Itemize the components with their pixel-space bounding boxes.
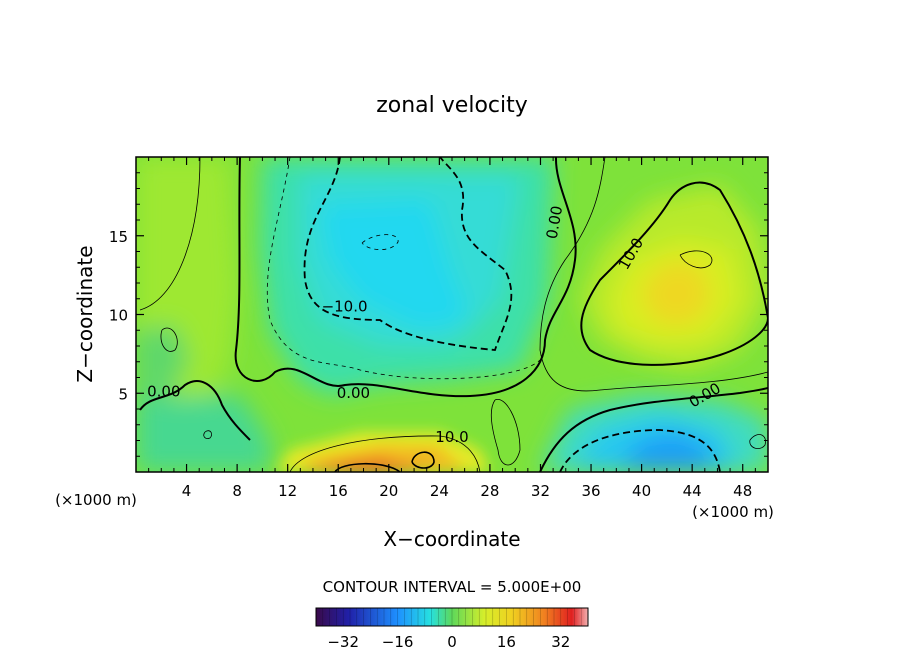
colorbar-tick-label: −16 [382,633,414,651]
x-tick-label: 36 [581,482,600,500]
contour-label: −10.0 [322,297,368,315]
chart-title: zonal velocity [376,93,528,118]
x-tick-label: 4 [182,482,192,500]
x-tick-label: 20 [379,482,398,500]
contour-interval-label: CONTOUR INTERVAL = 5.000E+00 [323,578,582,596]
x-tick-label: 32 [531,482,550,500]
contour-label: 10.0 [435,428,468,446]
x-tick-label: 44 [683,482,702,500]
contour-label: 0.00 [337,384,370,402]
x-tick-label: 48 [733,482,752,500]
x-unit-left: (×1000 m) [55,491,137,509]
contour-label: 0.00 [147,382,180,400]
y-tick-label: 10 [109,307,128,325]
colorbar-tick-label: 0 [447,633,457,651]
x-tick-label: 24 [430,482,449,500]
x-axis-label: X−coordinate [383,527,520,551]
x-tick-label: 12 [278,482,297,500]
y-tick-label: 5 [118,385,128,403]
x-tick-label: 40 [632,482,651,500]
colorbar-tick-label: 16 [497,633,516,651]
colorbar-tick-label: −32 [327,633,359,651]
x-unit-right: (×1000 m) [692,503,774,521]
x-tick-label: 28 [480,482,499,500]
x-tick-label: 16 [329,482,348,500]
plot-area [136,157,768,472]
x-tick-label: 8 [232,482,242,500]
y-tick-label: 15 [109,228,128,246]
colorbar [315,607,589,627]
contour-label: 0.00 [543,204,567,240]
colorbar-tick-label: 32 [551,633,570,651]
y-axis-label: Z−coordinate [73,245,97,382]
